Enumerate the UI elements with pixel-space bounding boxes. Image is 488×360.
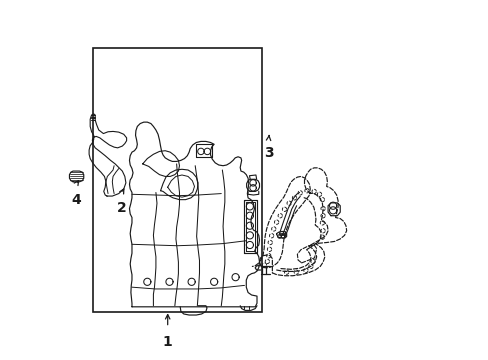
Text: 4: 4	[71, 193, 81, 207]
Bar	[93, 48, 262, 312]
Text: 3: 3	[264, 146, 273, 160]
Text: 1: 1	[163, 336, 172, 350]
Text: 2: 2	[116, 202, 126, 215]
